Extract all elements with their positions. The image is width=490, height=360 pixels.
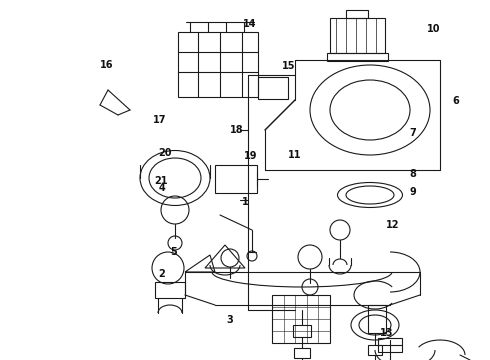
Bar bbox=[330, 18, 385, 53]
Text: 19: 19 bbox=[244, 151, 258, 161]
Text: 4: 4 bbox=[159, 183, 166, 193]
Text: 21: 21 bbox=[154, 176, 168, 186]
Bar bbox=[368, 345, 382, 355]
Text: 8: 8 bbox=[410, 169, 416, 179]
Text: 18: 18 bbox=[230, 125, 244, 135]
Bar bbox=[327, 53, 388, 61]
Text: 10: 10 bbox=[427, 24, 441, 34]
Text: 2: 2 bbox=[159, 269, 166, 279]
Bar bbox=[368, 305, 386, 333]
Text: 20: 20 bbox=[158, 148, 172, 158]
Text: 15: 15 bbox=[282, 61, 296, 71]
Text: 6: 6 bbox=[453, 96, 460, 106]
Bar bbox=[346, 10, 368, 18]
Text: 14: 14 bbox=[243, 19, 257, 29]
Bar bbox=[378, 338, 402, 352]
Bar bbox=[293, 325, 311, 337]
Text: 3: 3 bbox=[227, 315, 233, 325]
Text: 1: 1 bbox=[242, 197, 248, 207]
Text: 13: 13 bbox=[380, 328, 394, 338]
Text: 11: 11 bbox=[288, 150, 302, 160]
Text: 7: 7 bbox=[410, 128, 416, 138]
Bar bbox=[155, 282, 185, 298]
Bar bbox=[258, 77, 288, 99]
Text: 9: 9 bbox=[410, 187, 416, 197]
Text: 16: 16 bbox=[100, 60, 114, 70]
Bar bbox=[294, 348, 310, 358]
Text: 12: 12 bbox=[386, 220, 400, 230]
Bar bbox=[272, 295, 330, 343]
Text: 17: 17 bbox=[153, 115, 167, 125]
Bar bbox=[178, 32, 258, 97]
Bar bbox=[215, 165, 257, 193]
Text: 5: 5 bbox=[171, 247, 177, 257]
